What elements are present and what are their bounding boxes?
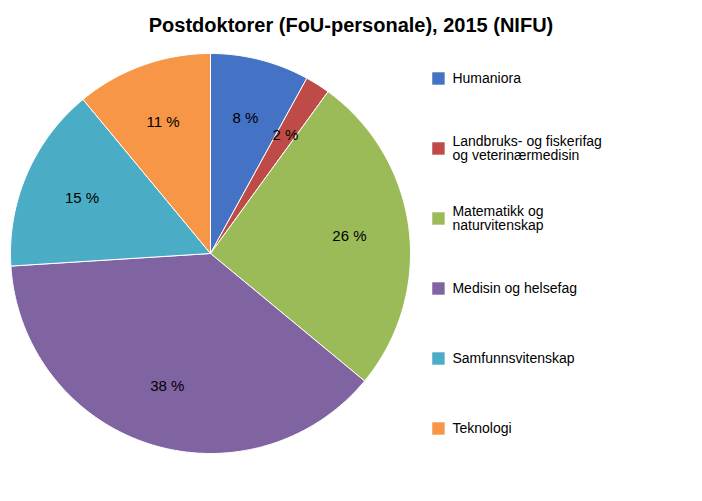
svg-text:Teknologi: Teknologi: [452, 420, 511, 436]
svg-text:Humaniora: Humaniora: [452, 70, 521, 86]
svg-text:38 %: 38 %: [150, 377, 184, 394]
svg-text:26 %: 26 %: [332, 227, 366, 244]
svg-text:2 %: 2 %: [273, 126, 299, 143]
svg-text:Matematikk ognaturvitenskap: Matematikk ognaturvitenskap: [452, 203, 543, 233]
html-text:Postdoktorer (FoU-personale),: Postdoktorer (FoU-personale), 2015 (NIFU…: [148, 14, 554, 36]
svg-text:Medisin og helsefag: Medisin og helsefag: [452, 280, 577, 296]
svg-text:15 %: 15 %: [65, 189, 99, 206]
svg-text:8 %: 8 %: [232, 109, 258, 126]
svg-text:Samfunnsvitenskap: Samfunnsvitenskap: [452, 350, 574, 366]
svg-text:11 %: 11 %: [147, 113, 180, 130]
svg-text:Landbruks- og fiskerifagog vet: Landbruks- og fiskerifagog veterinærmedi…: [452, 133, 601, 163]
